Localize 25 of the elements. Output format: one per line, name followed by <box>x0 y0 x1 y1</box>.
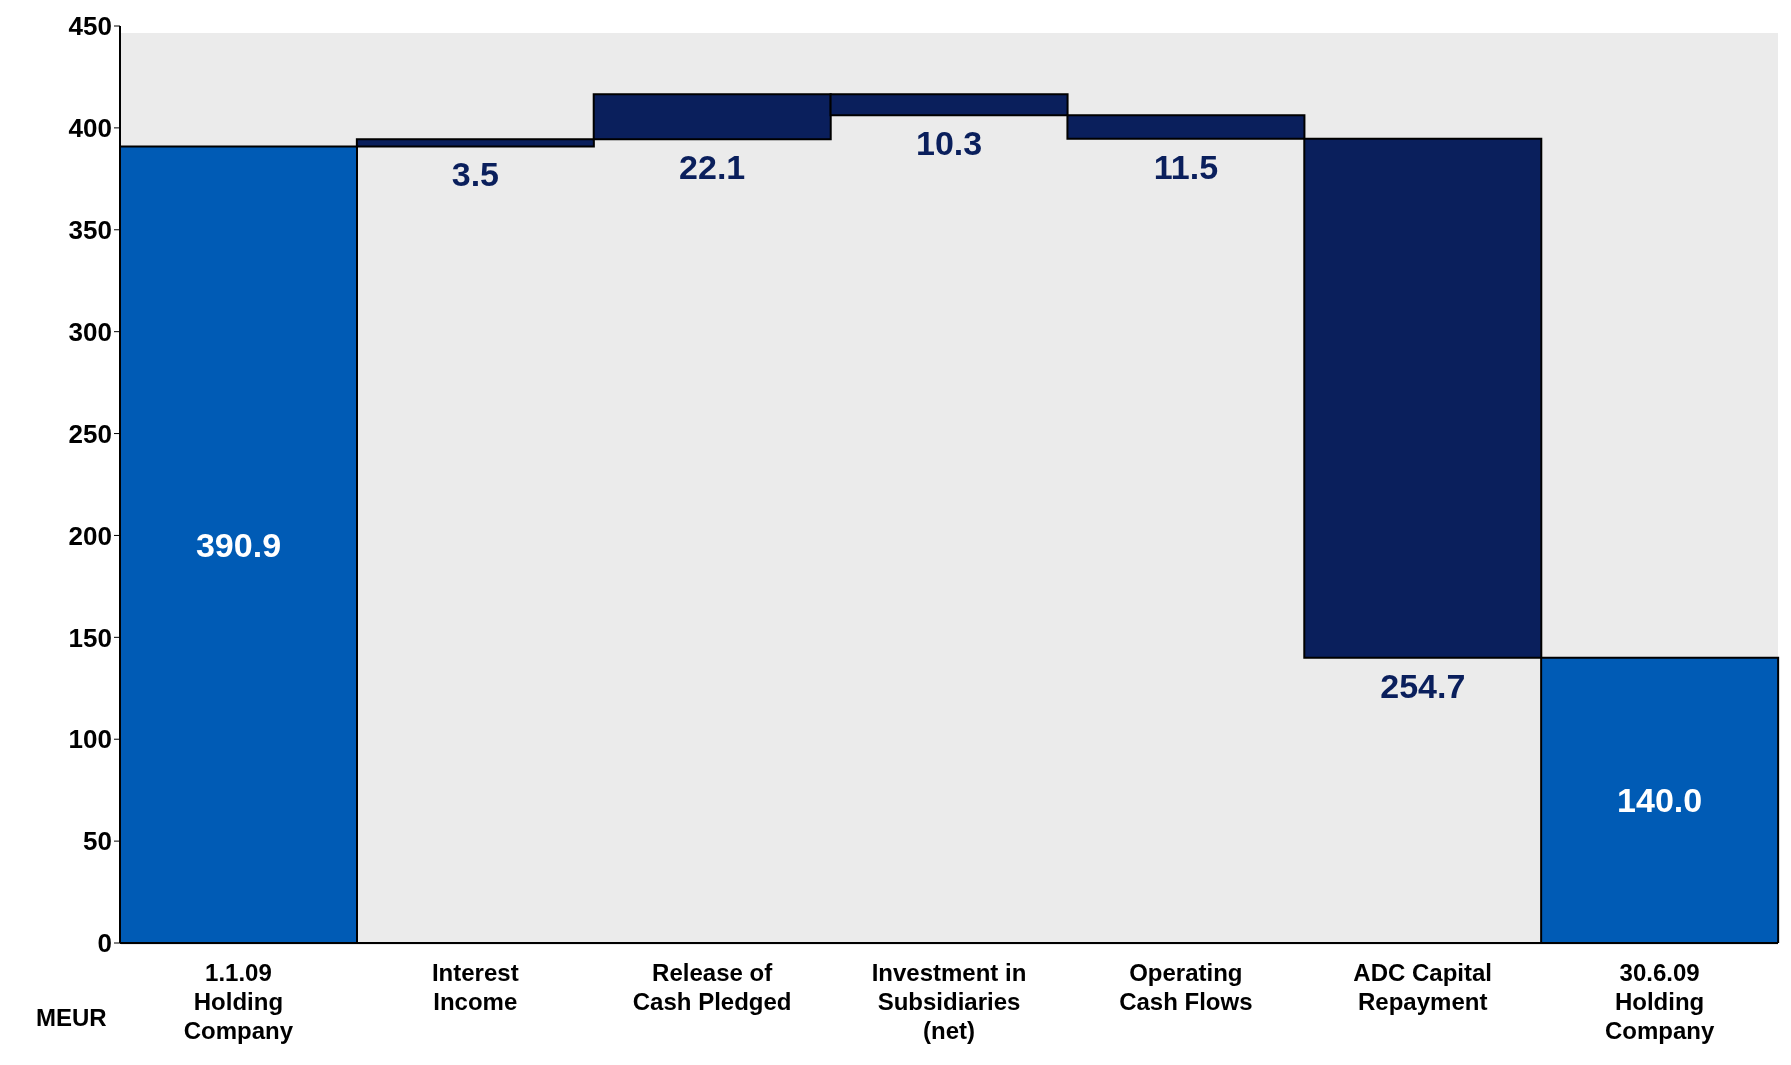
text: MEUR <box>36 1004 107 1032</box>
data-label: 11.5 <box>1153 147 1219 186</box>
y-tick-label: 300 <box>68 316 112 347</box>
x-tick-label: Investment in Subsidiaries (net) <box>871 959 1027 1044</box>
x-tick-label: ADC Capital Repayment <box>1353 959 1493 1015</box>
y-tick-label: 200 <box>68 520 112 551</box>
y-tick-label: 350 <box>68 215 112 246</box>
data-label: 22.1 <box>679 148 746 187</box>
data-label: 140.0 <box>1617 781 1703 820</box>
y-tick-label: 50 <box>83 826 112 857</box>
y-tick-label: 100 <box>68 724 112 755</box>
data-label: 254.7 <box>1380 666 1466 705</box>
x-tick-label: Interest Income <box>431 959 519 1015</box>
y-tick-label: 400 <box>68 113 112 144</box>
y-tick-label: 0 <box>97 928 112 959</box>
data-label: 390.9 <box>195 525 282 564</box>
data-label: 10.3 <box>915 124 983 163</box>
x-tick-label: Release of Cash Pledged <box>632 959 792 1015</box>
y-tick-label: 450 <box>68 11 112 42</box>
y-tick-label: 150 <box>68 622 112 653</box>
x-tick-label: Operating Cash Flows <box>1119 959 1253 1015</box>
x-tick-label: 1.1.09 Holding Company <box>183 959 294 1044</box>
data-label: 3.5 <box>451 155 499 194</box>
y-tick-label: 250 <box>68 418 112 449</box>
x-tick-label: 30.6.09 Holding Company <box>1604 959 1715 1044</box>
